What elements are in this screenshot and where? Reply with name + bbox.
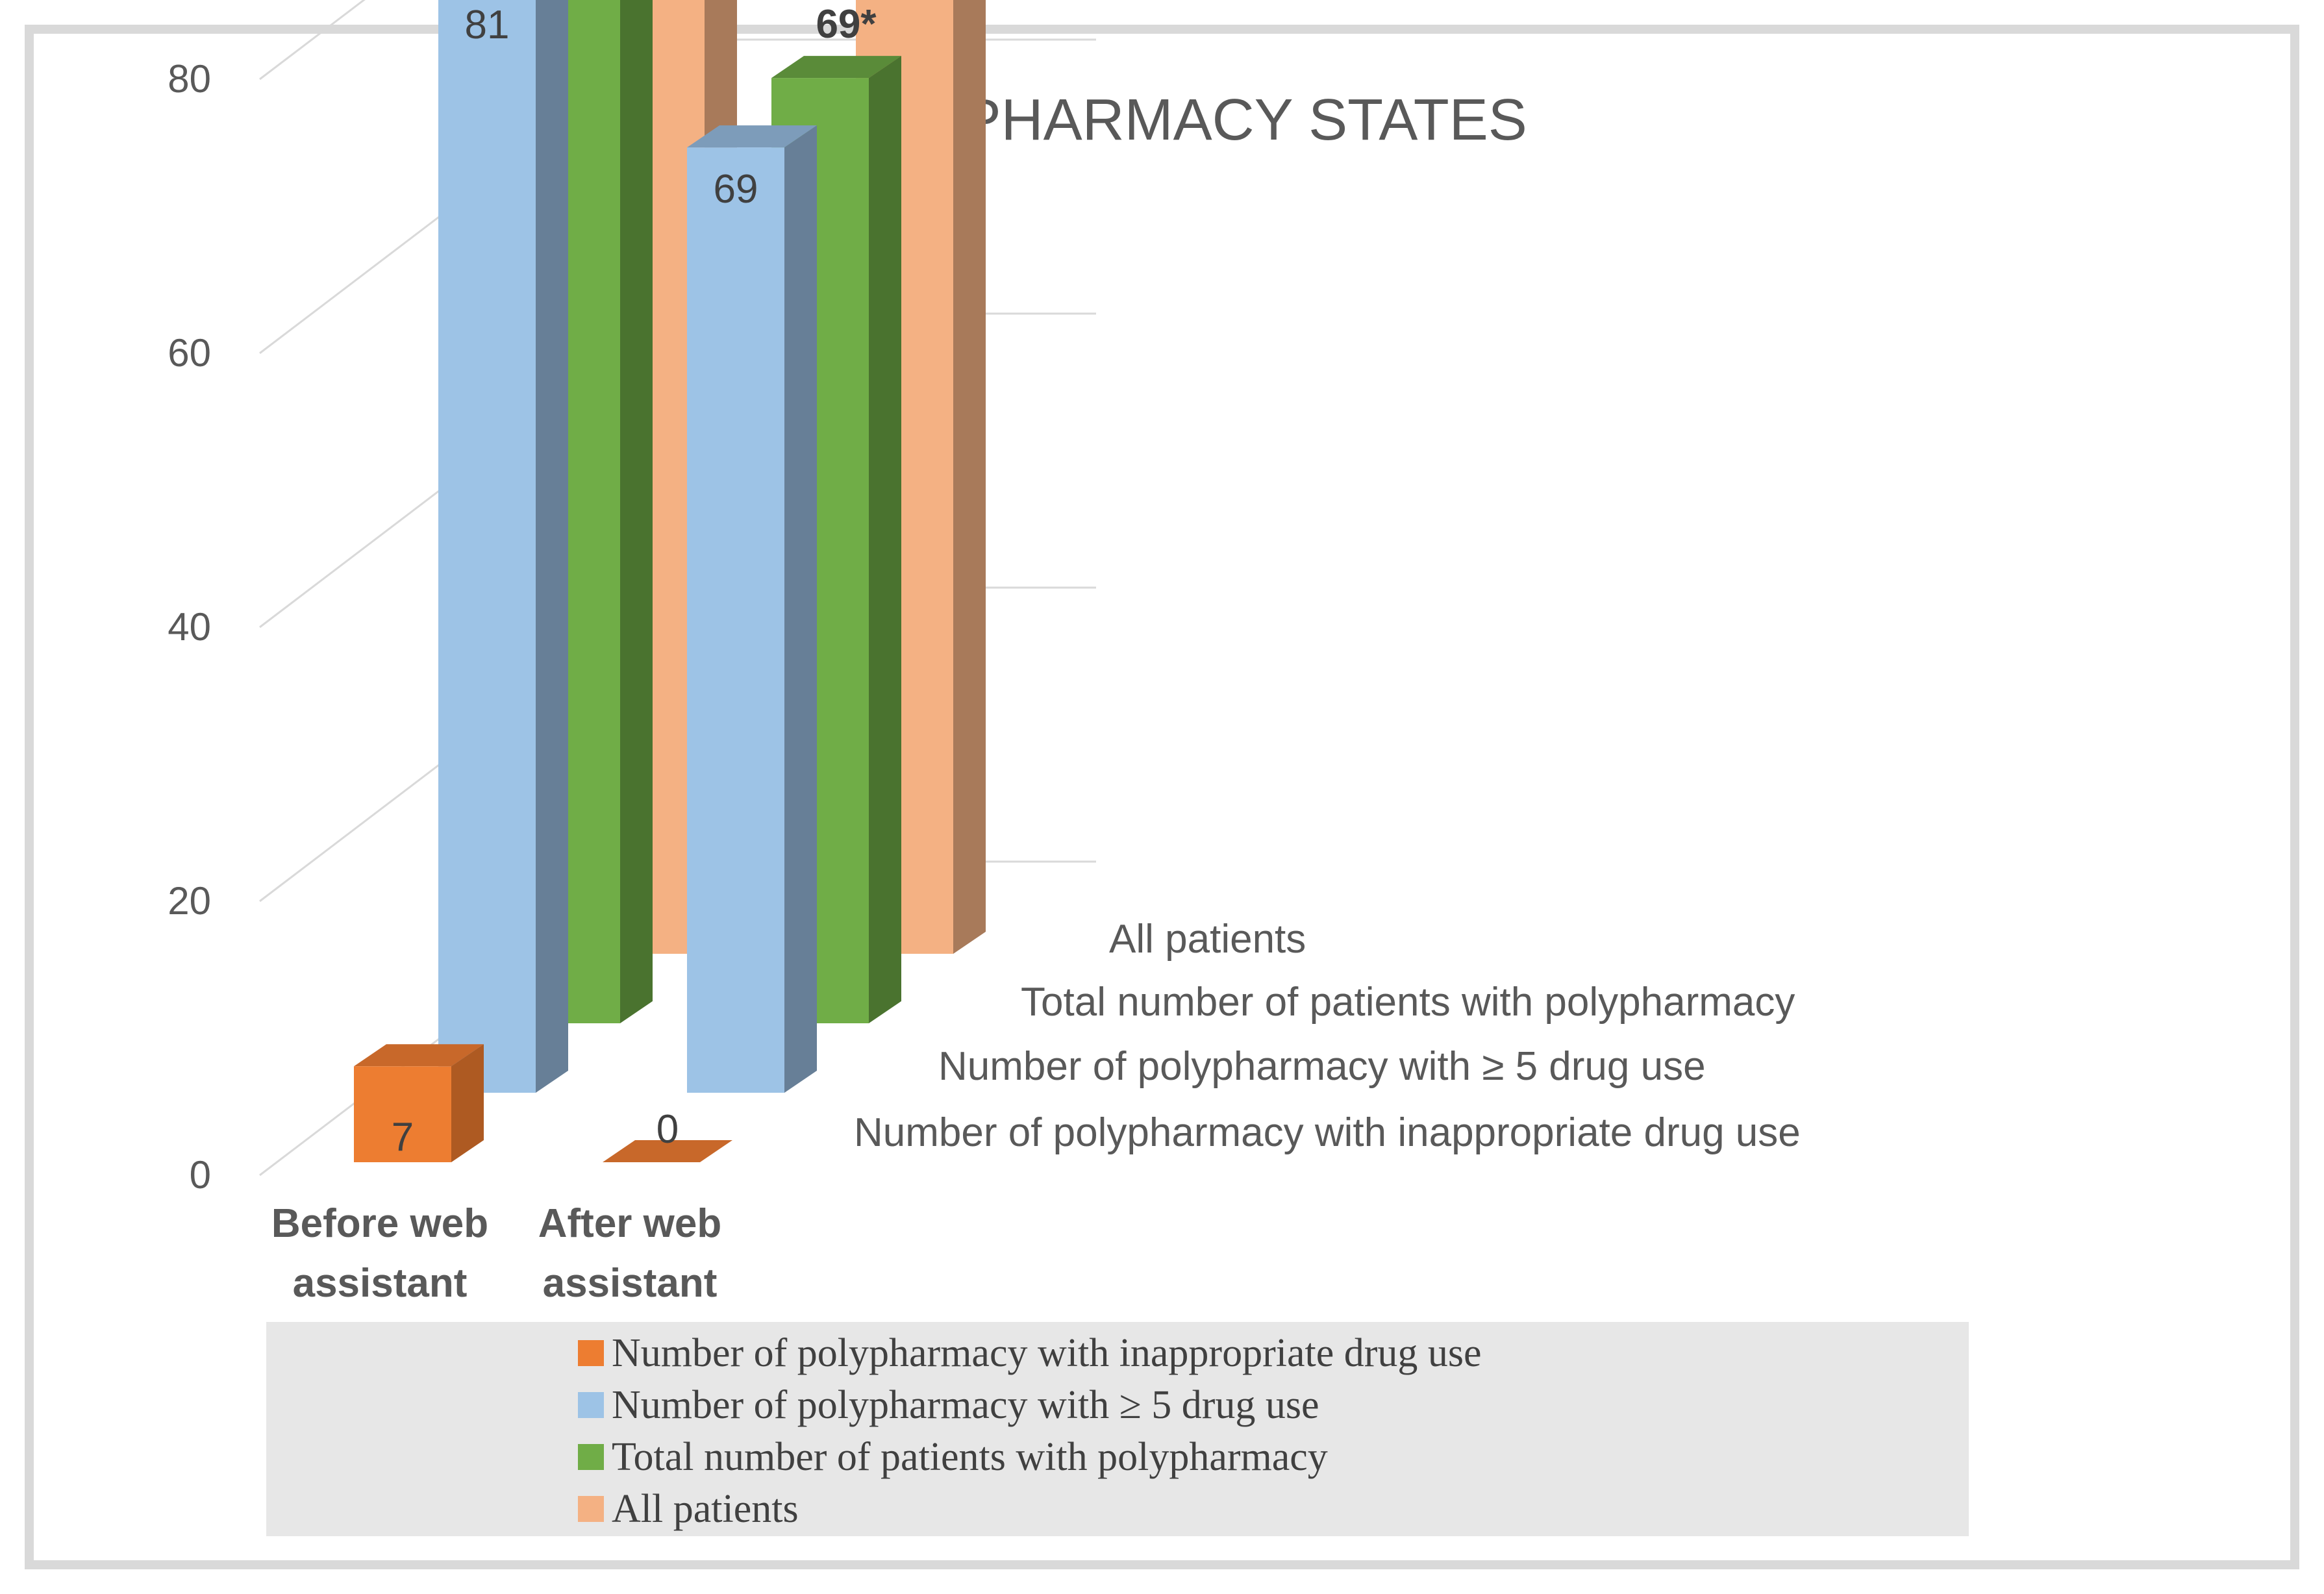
bar <box>438 0 568 1093</box>
bars <box>354 0 986 1162</box>
category-label: After web <box>538 1201 721 1246</box>
category-labels: Before web assistant After web assistant <box>271 1201 721 1306</box>
data-label: 7 <box>392 1115 414 1160</box>
category-label: Before web <box>271 1201 488 1246</box>
legend-swatch <box>578 1392 604 1418</box>
bar-top <box>603 1140 732 1162</box>
category-label: assistant <box>293 1261 468 1306</box>
legend-swatch <box>578 1496 604 1522</box>
legend-swatch <box>578 1340 604 1366</box>
bar-front <box>354 1066 451 1162</box>
legend-swatch <box>578 1444 604 1470</box>
bar-side <box>451 1044 484 1162</box>
data-label: 69* <box>816 2 877 47</box>
legend-item: Number of polypharmacy with inappropriat… <box>578 1327 1482 1379</box>
y-tick-label: 20 <box>168 879 211 923</box>
bar <box>687 125 817 1093</box>
data-label: 69 <box>714 167 758 212</box>
bar-top <box>771 56 901 79</box>
y-tick-label: 80 <box>168 57 211 101</box>
bar-top <box>687 125 817 148</box>
depth-axis-label: Number of polypharmacy with ≥ 5 drug use <box>938 1044 1706 1089</box>
legend-item: All patients <box>578 1483 799 1535</box>
legend-label: All patients <box>612 1486 799 1531</box>
legend-item: Number of polypharmacy with ≥ 5 drug use <box>578 1379 1319 1431</box>
bar <box>354 1044 484 1162</box>
wall-gridline <box>259 0 366 81</box>
data-label: 81 <box>465 3 510 47</box>
legend: Number of polypharmacy with inappropriat… <box>266 1322 1969 1536</box>
data-label: 0 <box>656 1107 679 1152</box>
depth-axis-labels: All patients Total number of patients wit… <box>854 917 1801 1155</box>
depth-axis-label: Number of polypharmacy with inappropriat… <box>854 1110 1801 1155</box>
bar-front <box>438 0 536 1093</box>
bar-side <box>869 56 901 1024</box>
legend-label: Number of polypharmacy with inappropriat… <box>612 1330 1482 1375</box>
chart-frame <box>25 25 2299 1569</box>
category-label: assistant <box>543 1261 718 1306</box>
y-tick-label: 60 <box>168 331 211 375</box>
depth-axis-label: Total number of patients with polypharma… <box>1021 980 1795 1025</box>
bar-top <box>354 1044 484 1067</box>
bar-side <box>953 0 986 954</box>
depth-axis-label: All patients <box>1109 917 1306 962</box>
legend-item: Total number of patients with polypharma… <box>578 1431 1328 1483</box>
y-axis-ticks: 020406080100 <box>168 57 211 1197</box>
bar-side <box>620 0 653 1023</box>
y-tick-label: 40 <box>168 605 211 649</box>
bar-side <box>536 0 568 1093</box>
y-tick-label: 0 <box>190 1153 211 1197</box>
bar-front <box>687 147 784 1093</box>
legend-label: Total number of patients with polypharma… <box>612 1434 1328 1479</box>
bar-side <box>784 125 817 1093</box>
bar <box>603 1140 732 1162</box>
legend-label: Number of polypharmacy with ≥ 5 drug use <box>612 1382 1319 1427</box>
